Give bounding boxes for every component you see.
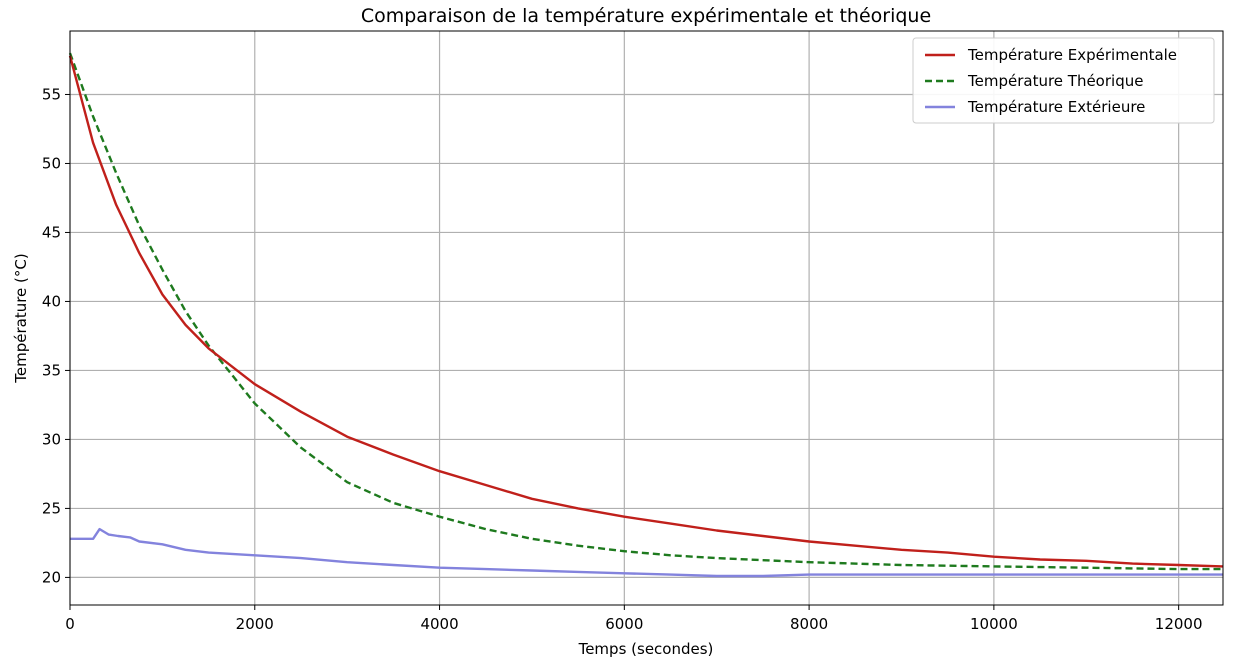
y-tick-label: 35	[42, 361, 61, 379]
x-tick-label: 0	[65, 615, 75, 633]
y-tick-label: 20	[42, 568, 61, 586]
series-lines	[68, 52, 1224, 578]
y-axis-label: Température (°C)	[12, 253, 30, 383]
x-tick-label: 6000	[605, 615, 643, 633]
series-line-0	[68, 55, 1224, 568]
plot-frame	[69, 30, 1224, 606]
y-tick-label: 30	[42, 430, 61, 448]
x-axis-label: Temps (secondes)	[578, 640, 714, 658]
series-line-2	[70, 527, 1223, 578]
legend-label-0: Température Expérimentale	[967, 46, 1177, 64]
legend-box	[912, 37, 1215, 124]
y-tick-label: 45	[42, 223, 61, 241]
x-tick-label: 8000	[790, 615, 828, 633]
legend-label-1: Température Théorique	[967, 72, 1143, 90]
x-tick-label: 4000	[420, 615, 458, 633]
series-line-1	[68, 52, 1223, 571]
legend-label-2: Température Extérieure	[967, 98, 1145, 116]
grid	[69, 31, 1223, 605]
x-tick-label: 10000	[970, 615, 1018, 633]
y-tick-label: 40	[42, 292, 61, 310]
x-axis-ticks: 0 2000 4000 6000 8000 10000 12000	[65, 605, 1203, 633]
x-tick-label: 12000	[1155, 615, 1203, 633]
x-tick-label: 2000	[236, 615, 274, 633]
y-tick-label: 25	[42, 499, 61, 517]
chart-title: Comparaison de la température expériment…	[361, 5, 931, 27]
y-axis-ticks: 20 25 30 35 40 45 50 55	[42, 85, 70, 586]
y-tick-label: 50	[42, 154, 61, 172]
legend: Température Expérimentale Température Thé…	[912, 37, 1215, 124]
y-tick-label: 55	[42, 85, 61, 103]
